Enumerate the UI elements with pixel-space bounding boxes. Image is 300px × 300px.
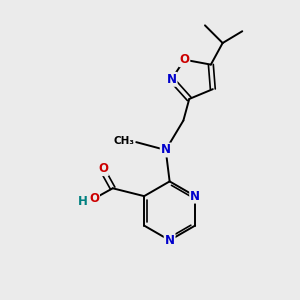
Text: N: N <box>167 73 177 86</box>
Text: O: O <box>179 53 189 66</box>
Text: H: H <box>78 194 88 208</box>
Text: O: O <box>89 192 99 205</box>
Text: N: N <box>161 143 171 157</box>
Text: CH₃: CH₃ <box>113 136 134 146</box>
Text: O: O <box>98 162 108 175</box>
Text: N: N <box>190 190 200 202</box>
Text: N: N <box>165 234 175 247</box>
